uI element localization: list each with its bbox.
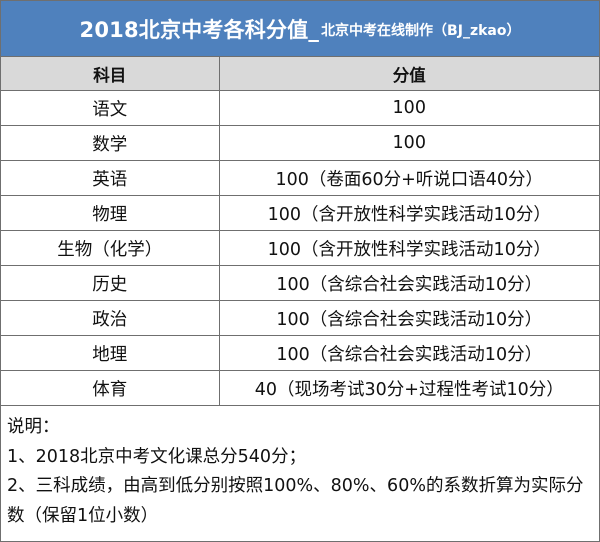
score-cell: 40（现场考试30分+过程性考试10分） <box>218 370 599 406</box>
score-cell: 100 <box>218 125 599 161</box>
notes-heading: 说明： <box>7 417 60 437</box>
table-row: 历史 100（含综合社会实践活动10分） <box>1 265 599 301</box>
notes-section: 说明： 1、2018北京中考文化课总分540分； 2、三科成绩，由高到低分别按照… <box>7 413 595 531</box>
table-row: 数学 100 <box>1 125 599 161</box>
table-header-row: 科目 分值 <box>1 57 599 91</box>
note-item-1: 1、2018北京中考文化课总分540分； <box>7 446 307 467</box>
score-table: 科目 分值 语文 100 数学 100 英语 100（卷面60分+听说口语40分… <box>1 57 599 406</box>
table-row: 地理 100（含综合社会实践活动10分） <box>1 335 599 371</box>
header-score: 分值 <box>218 57 599 91</box>
subject-cell: 英语 <box>1 160 220 196</box>
subject-cell: 数学 <box>1 125 220 161</box>
score-cell: 100（含综合社会实践活动10分） <box>218 300 599 336</box>
subject-cell: 地理 <box>1 335 220 371</box>
subject-cell: 体育 <box>1 370 220 406</box>
note-item-2: 2、三科成绩，由高到低分别按照100%、80%、60%的系数折算为实际分数（保留… <box>7 476 584 526</box>
score-cell: 100（含开放性科学实践活动10分） <box>218 195 599 231</box>
page-title: 2018北京中考各科分值_ <box>79 17 320 42</box>
subject-cell: 生物（化学） <box>1 230 220 266</box>
score-cell: 100（含综合社会实践活动10分） <box>218 335 599 371</box>
table-row: 语文 100 <box>1 90 599 126</box>
subject-cell: 政治 <box>1 300 220 336</box>
score-cell: 100（卷面60分+听说口语40分） <box>218 160 599 196</box>
subject-cell: 历史 <box>1 265 220 301</box>
title-bar: 2018北京中考各科分值_ 北京中考在线制作（BJ_zkao） <box>1 1 599 57</box>
score-cell: 100（含综合社会实践活动10分） <box>218 265 599 301</box>
table-row: 体育 40（现场考试30分+过程性考试10分） <box>1 370 599 406</box>
table-row: 物理 100（含开放性科学实践活动10分） <box>1 195 599 231</box>
score-cell: 100 <box>218 90 599 126</box>
table-row: 政治 100（含综合社会实践活动10分） <box>1 300 599 336</box>
page-subtitle: 北京中考在线制作（BJ_zkao） <box>321 23 521 39</box>
table-row: 生物（化学） 100（含开放性科学实践活动10分） <box>1 230 599 266</box>
subject-cell: 语文 <box>1 90 220 126</box>
score-cell: 100（含开放性科学实践活动10分） <box>218 230 599 266</box>
subject-cell: 物理 <box>1 195 220 231</box>
table-row: 英语 100（卷面60分+听说口语40分） <box>1 160 599 196</box>
header-subject: 科目 <box>1 57 220 91</box>
